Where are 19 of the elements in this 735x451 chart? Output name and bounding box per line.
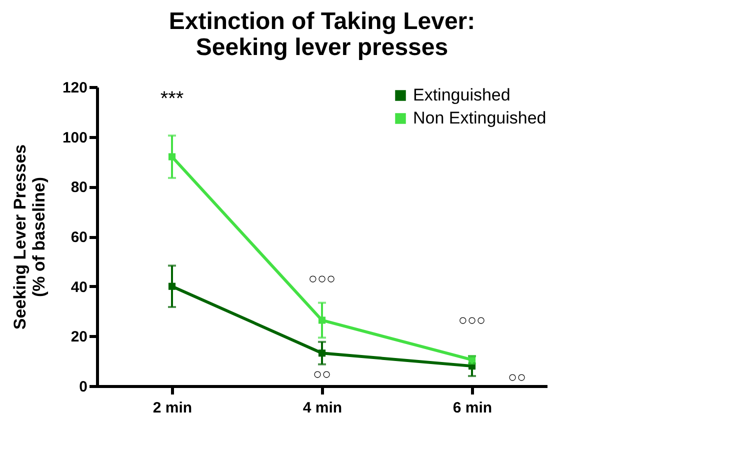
y-tick-label: 80: [70, 179, 88, 196]
annotation: ○○○: [308, 270, 336, 288]
y-tick-label: 20: [70, 328, 88, 346]
legend-label: Extinguished: [413, 86, 510, 104]
y-tick-label: 100: [62, 129, 88, 146]
chart-title: Extinction of Taking Lever: Seeking lever presses: [168, 8, 476, 61]
y-tick-label: 120: [62, 80, 88, 96]
annotation: ○○: [312, 366, 332, 384]
x-tick-label: 6 min: [452, 400, 492, 416]
y-tick-label: 0: [79, 378, 88, 396]
x-tick-label: 4 min: [302, 400, 342, 416]
x-tick-label: 2 min: [152, 400, 192, 416]
annotation: ○○○: [458, 312, 486, 330]
y-axis-title: Seeking Lever Presses (% of baseline): [10, 144, 48, 330]
annotation: ○○: [508, 369, 526, 386]
annotation: ***: [160, 88, 184, 110]
y-tick-label: 40: [70, 278, 88, 296]
legend-label: Non Extinguished: [413, 108, 546, 128]
y-tick-label: 60: [70, 229, 88, 246]
